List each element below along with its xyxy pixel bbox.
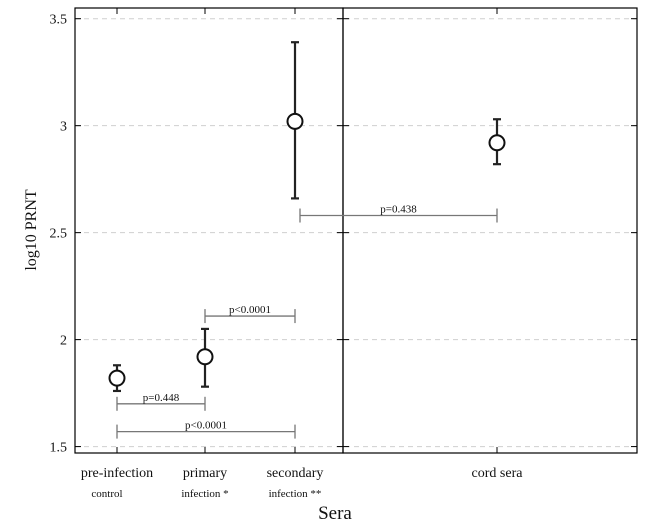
comparison-bracket: p=0.448: [116, 392, 206, 411]
x-axis-label: Sera: [318, 503, 352, 524]
x-tick-sublabel: control: [91, 488, 122, 500]
data-point-group: [488, 118, 506, 166]
y-tick-label: 1.5: [50, 441, 68, 456]
y-tick-label: 2.5: [50, 227, 68, 242]
comparison-bracket: p<0.0001: [116, 420, 296, 439]
mean-point: [286, 112, 304, 130]
x-tick-sublabel: infection **: [269, 488, 322, 500]
data-point-group: [196, 327, 214, 388]
grid-layer: [75, 18, 637, 448]
comparison-bracket: p<0.0001: [204, 304, 296, 324]
panel-right-frame: [342, 7, 638, 454]
p-value-label: p<0.0001: [185, 420, 227, 432]
y-tick-label: 3.5: [50, 13, 68, 28]
p-value-label: p=0.438: [380, 204, 417, 216]
x-axis: pre-infection control primary infection * se…: [81, 8, 523, 500]
comparison-brackets: p=0.448 p<0.0001 p<0.0001 p=0.438: [116, 204, 498, 439]
x-tick-sublabel: infection *: [181, 488, 228, 500]
p-value-label: p<0.0001: [229, 304, 271, 316]
x-tick-label: pre-infection: [81, 466, 153, 481]
y-axis: 1.5 2 2.5 3 3.5: [50, 13, 637, 456]
mean-point: [488, 134, 506, 152]
mean-point: [108, 369, 126, 387]
mean-point: [196, 348, 214, 366]
comparison-bracket: p=0.438: [299, 204, 498, 223]
y-tick-label: 3: [60, 120, 67, 135]
x-tick-label: primary: [183, 466, 227, 481]
p-value-label: p=0.448: [143, 392, 180, 404]
data-points: [108, 41, 506, 393]
data-point-group: [286, 41, 304, 200]
x-tick-label: cord sera: [472, 466, 524, 481]
data-point-group: [108, 364, 126, 393]
x-tick-label: secondary: [267, 466, 324, 481]
y-axis-label: log10 PRNT: [23, 189, 40, 271]
y-tick-label: 2: [60, 334, 67, 349]
